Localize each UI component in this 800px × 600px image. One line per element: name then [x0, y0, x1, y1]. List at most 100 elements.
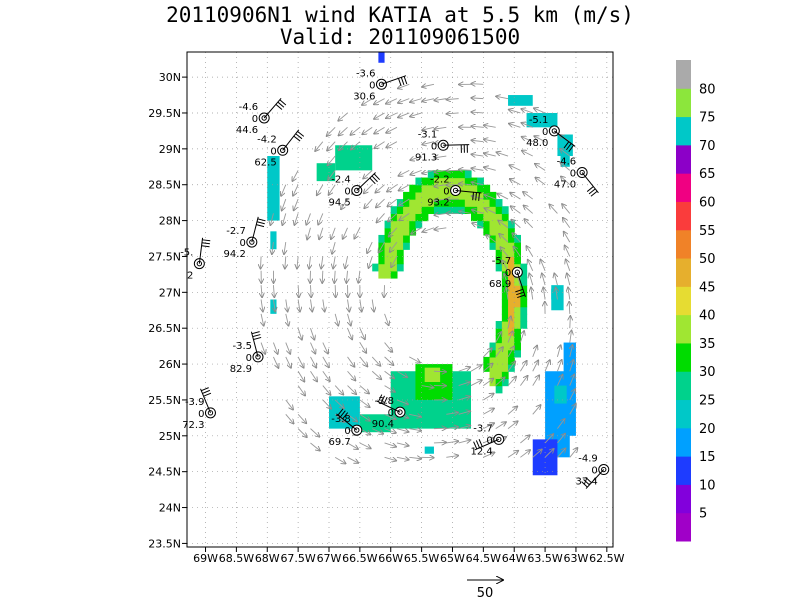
wind-vector — [522, 137, 533, 143]
station-dew: 0 — [344, 186, 350, 197]
station-speed: 12.4 — [471, 446, 493, 457]
wind-vector — [504, 274, 509, 286]
wind-vector — [396, 429, 409, 432]
wind-vector — [310, 428, 319, 437]
wind-vector — [372, 299, 374, 312]
wind-vector — [512, 233, 521, 243]
wind-vector — [386, 141, 398, 148]
station-temp: -4.9 — [578, 454, 598, 465]
station-speed: 37.4 — [575, 477, 597, 488]
wind-vector — [347, 328, 353, 339]
y-tick-label: 27N — [159, 286, 181, 299]
wind-vector — [570, 316, 571, 329]
wind-vector — [532, 449, 542, 458]
wind-vector — [506, 288, 508, 300]
wind-vector — [509, 110, 521, 113]
wind-vector — [422, 127, 435, 130]
wind-vector — [310, 370, 317, 381]
wind-vector — [327, 127, 336, 136]
wind-vector — [384, 313, 389, 325]
wind-vector — [560, 149, 571, 157]
wind-vector — [334, 385, 343, 395]
wind-vector — [423, 227, 435, 232]
wind-barb — [282, 129, 300, 151]
wind-vector — [535, 178, 546, 186]
station-temp: -3.1 — [418, 129, 438, 140]
wind-vector — [386, 112, 398, 118]
wind-vector — [390, 241, 398, 252]
wind-vector — [281, 184, 287, 196]
wind-vector — [458, 426, 471, 429]
wind-vector — [507, 451, 518, 458]
wind-vector — [322, 270, 323, 283]
wind-vector — [364, 184, 373, 194]
wind-barb — [198, 237, 204, 264]
wind-vector — [563, 218, 571, 229]
station-dew: 0 — [388, 408, 394, 419]
wind-vector — [544, 434, 553, 444]
station-dew: 0 — [198, 409, 204, 420]
colorbar-swatch — [676, 60, 691, 89]
station-dew: 0 — [591, 466, 597, 477]
colorbar-swatch — [676, 201, 691, 231]
wind-vector — [317, 184, 324, 195]
wind-vector — [334, 456, 345, 463]
wind-vector — [298, 285, 299, 297]
x-tick-label: 64W — [502, 552, 527, 565]
wind-vector — [350, 126, 361, 135]
station-speed: 82.9 — [230, 364, 252, 375]
wind-vector — [310, 299, 312, 312]
wind-vector — [396, 370, 407, 377]
wind-vector — [560, 163, 571, 171]
wind-vector — [328, 170, 336, 180]
wind-vector — [524, 205, 534, 214]
colorbar-label: 30 — [699, 365, 716, 380]
station-speed: 68.9 — [489, 279, 511, 290]
wind-vector — [399, 184, 410, 191]
wind-vector — [261, 313, 264, 326]
station-speed: 30.6 — [353, 91, 375, 102]
colorbar-label: 80 — [699, 82, 716, 97]
y-tick-label: 28.5N — [148, 179, 181, 192]
wind-vector — [359, 356, 368, 367]
wind-vector — [433, 371, 446, 372]
wind-vector — [459, 211, 472, 213]
wind-vector — [367, 241, 373, 253]
wind-vector — [332, 241, 335, 254]
wind-vector — [528, 260, 534, 271]
wind-vector — [286, 299, 288, 312]
colorbar-label: 10 — [699, 478, 716, 493]
wind-vector — [434, 156, 447, 158]
wind-vector — [341, 198, 348, 209]
wind-vector — [409, 356, 420, 363]
colorbar-label: 25 — [699, 394, 716, 409]
wind-vector — [286, 313, 289, 326]
wind-vector — [347, 413, 358, 421]
wind-vector — [398, 112, 410, 117]
wind-vector — [399, 213, 410, 220]
wind-vector — [372, 428, 383, 434]
wind-vector — [569, 389, 575, 401]
wind-barb — [336, 413, 358, 431]
wind-vector — [472, 210, 484, 214]
colorbar-swatch — [676, 229, 691, 259]
station-temp: -3.7 — [473, 423, 493, 434]
wind-vector — [285, 342, 290, 354]
wind-vector — [285, 356, 291, 368]
colorbar-label: 15 — [699, 450, 716, 465]
wind-vector — [348, 313, 351, 326]
wind-vector — [284, 242, 286, 254]
wind-vector — [321, 256, 323, 268]
wind-vector — [549, 204, 558, 214]
wind-vector — [322, 399, 331, 409]
station-dew: 0 — [369, 80, 375, 91]
wind-vector — [544, 449, 554, 458]
wind-vector — [458, 382, 471, 387]
wind-vector — [343, 227, 348, 239]
